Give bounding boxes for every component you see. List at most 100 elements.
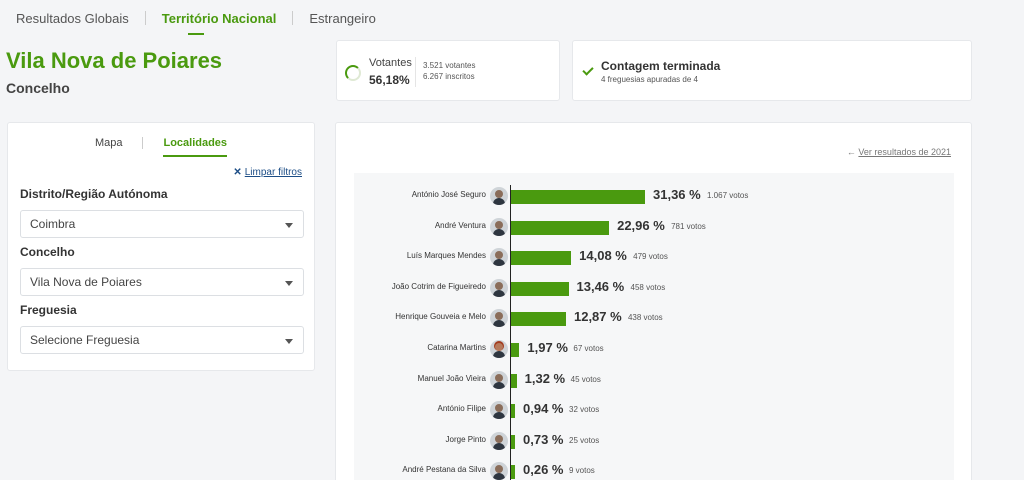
result-bar — [511, 343, 520, 357]
result-votes: 67 votos — [573, 344, 604, 353]
previous-results-link[interactable]: ← Ver resultados de 2021 — [847, 147, 951, 157]
page-title: Vila Nova de Poiares — [6, 48, 223, 73]
candidate-name: António José Seguro — [411, 190, 486, 199]
result-bar — [511, 404, 516, 419]
result-bar — [511, 281, 569, 296]
contagem-title: Contagem terminada — [601, 59, 721, 73]
concelho-value: Vila Nova de Poiares — [30, 275, 142, 289]
concelho-select[interactable]: Vila Nova de Poiares — [20, 268, 304, 296]
tab-divider — [292, 11, 294, 25]
candidate-avatar — [490, 370, 508, 389]
tab-localidades[interactable]: Localidades — [143, 137, 247, 157]
tab-divider — [144, 11, 146, 25]
candidate-avatar — [490, 278, 508, 297]
previous-results-label: Ver resultados de 2021 — [858, 147, 951, 157]
candidate-row: Manuel João Vieira 1,32 % 45 votos — [354, 369, 954, 391]
chart-axis — [510, 185, 511, 480]
candidate-avatar — [490, 401, 508, 420]
candidate-name: António Filipe — [437, 404, 486, 414]
result-percentage: 0,73 % — [523, 431, 564, 447]
tab-resultados-globais[interactable]: Resultados Globais — [16, 11, 129, 26]
result-percentage: 12,87 % — [573, 309, 622, 325]
candidate-name: André Ventura — [434, 220, 486, 230]
candidate-name: André Pestana da Silva — [402, 465, 486, 475]
result-votes: 438 votos — [627, 313, 663, 323]
freguesia-select[interactable]: Selecione Freguesia — [20, 326, 304, 354]
votantes-card: Votantes 56,18% 3.521 votantes 6.267 ins… — [336, 40, 560, 101]
candidate-avatar — [490, 217, 508, 236]
candidate-row: Catarina Martins 1,97 % 67 votos — [354, 338, 954, 360]
page-subtitle: Concelho — [6, 80, 70, 96]
results-chart: António José Seguro 31,36 % 1.067 votos And… — [354, 173, 954, 480]
result-votes: 25 votos — [569, 435, 600, 445]
tab-estrangeiro[interactable]: Estrangeiro — [309, 11, 376, 26]
candidate-row: André Ventura 22,96 % 781 votos — [354, 216, 954, 238]
votantes-percentage: 56,18% — [369, 73, 410, 87]
clear-filters-link[interactable]: ✕ Limpar filtros — [233, 167, 302, 178]
result-bar — [511, 312, 566, 327]
result-percentage: 0,26 % — [523, 462, 564, 478]
candidate-row: António Filipe 0,94 % 32 votos — [354, 399, 954, 421]
check-icon — [582, 64, 594, 76]
freguesia-value: Selecione Freguesia — [30, 333, 140, 347]
arrow-left-icon: ← — [846, 147, 859, 157]
contagem-card: Contagem terminada 4 freguesias apuradas… — [572, 40, 972, 101]
candidate-avatar — [490, 340, 508, 358]
chevron-down-icon — [285, 223, 293, 228]
result-percentage: 0,94 % — [523, 401, 564, 417]
tab-territorio-nacional[interactable]: Território Nacional — [146, 0, 293, 36]
tab-divider — [142, 137, 144, 149]
candidate-name: Jorge Pinto — [445, 434, 486, 444]
distrito-label: Distrito/Região Autónoma — [20, 187, 168, 201]
chevron-down-icon — [285, 281, 293, 286]
result-votes: 479 votos — [633, 252, 668, 262]
candidate-name: Manuel João Vieira — [417, 373, 486, 383]
tab-mapa[interactable]: Mapa — [94, 137, 123, 149]
distrito-select[interactable]: Coimbra — [20, 210, 304, 238]
result-percentage: 1,32 % — [524, 370, 566, 386]
votantes-label: Votantes — [369, 57, 412, 69]
result-bar — [511, 373, 517, 388]
result-votes: 781 votos — [671, 221, 706, 231]
candidate-row: João Cotrim de Figueiredo 13,46 % 458 voto… — [354, 277, 954, 299]
result-percentage: 14,08 % — [579, 248, 627, 264]
result-votes: 458 votos — [630, 282, 666, 292]
contagem-subtitle: 4 freguesias apuradas de 4 — [601, 75, 698, 84]
candidate-avatar — [490, 187, 508, 205]
result-percentage: 22,96 % — [617, 217, 665, 233]
result-bar — [511, 251, 572, 266]
candidate-avatar — [490, 248, 508, 267]
result-bar — [511, 190, 645, 204]
freguesia-label: Freguesia — [20, 303, 77, 317]
candidate-row: António José Seguro 31,36 % 1.067 votos — [354, 185, 954, 207]
filter-view-tabs: Mapa Localidades — [8, 137, 314, 157]
candidate-row: Jorge Pinto 0,73 % 25 votos — [354, 430, 954, 452]
candidate-row: André Pestana da Silva 0,26 % 9 votos — [354, 460, 954, 480]
result-percentage: 31,36 % — [653, 187, 701, 202]
votantes-count: 3.521 votantes — [423, 61, 476, 70]
inscritos-count: 6.267 inscritos — [423, 72, 475, 81]
result-percentage: 13,46 % — [576, 278, 625, 294]
result-bar — [511, 220, 610, 235]
result-bar — [511, 434, 515, 449]
result-votes: 32 votos — [569, 405, 600, 415]
result-votes: 1.067 votos — [707, 191, 749, 200]
distrito-value: Coimbra — [30, 217, 76, 231]
results-panel: ← Ver resultados de 2021 António José Se… — [335, 122, 972, 480]
candidate-name: Catarina Martins — [427, 343, 486, 352]
clear-filters-label: Limpar filtros — [244, 167, 302, 178]
candidate-avatar — [490, 462, 508, 480]
candidate-name: Luís Marques Mendes — [406, 251, 486, 261]
candidate-row: Luís Marques Mendes 14,08 % 479 votos — [354, 246, 954, 268]
result-percentage: 1,97 % — [527, 340, 568, 355]
votantes-divider — [415, 57, 416, 87]
result-bar — [511, 465, 515, 480]
concelho-label: Concelho — [20, 245, 75, 259]
close-icon: ✕ — [233, 167, 242, 178]
candidate-name: João Cotrim de Figueiredo — [391, 281, 486, 291]
filters-panel: Mapa Localidades ✕ Limpar filtros Distrit… — [7, 122, 315, 371]
candidate-row: Henrique Gouveia e Melo 12,87 % 438 votos — [354, 307, 954, 329]
result-votes: 45 votos — [570, 374, 601, 384]
result-votes: 9 votos — [569, 466, 595, 476]
results-tabs: Resultados Globais Território Nacional E… — [0, 0, 392, 36]
